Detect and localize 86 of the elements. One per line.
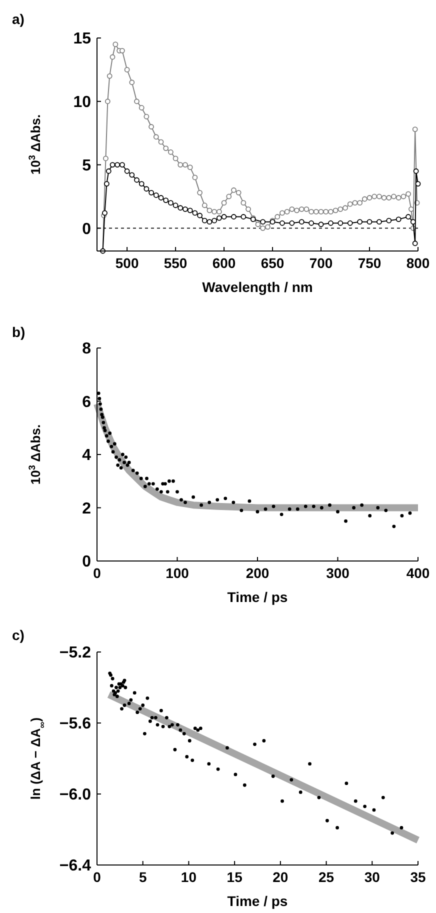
y-tick-label: 0 — [82, 220, 92, 238]
point — [197, 212, 203, 218]
point — [413, 168, 419, 174]
point — [168, 200, 174, 206]
point — [148, 190, 154, 196]
point — [289, 220, 295, 226]
x-tick-label: 300 — [326, 565, 350, 581]
x-axis-title: Time / ps — [227, 893, 288, 909]
point — [357, 219, 363, 225]
point — [163, 198, 169, 203]
point — [415, 181, 421, 187]
x-tick-label: 650 — [260, 255, 284, 271]
x-tick-label: 10 — [180, 869, 197, 885]
chart-title: c) — [12, 627, 24, 643]
x-tick-label: 30 — [364, 869, 380, 885]
x-tick-label: 200 — [246, 565, 270, 581]
point — [240, 214, 246, 220]
point — [206, 219, 212, 225]
point — [221, 214, 227, 220]
y-tick-label: −6.0 — [59, 786, 92, 804]
point — [182, 206, 188, 212]
x-tick-label: 0 — [93, 565, 102, 581]
point — [212, 218, 218, 224]
point — [129, 172, 135, 178]
point — [153, 192, 159, 198]
y-tick-label: 5 — [82, 157, 92, 174]
x-axis-title: Time / ps — [227, 589, 288, 605]
point — [110, 162, 116, 168]
y-tick-label: 10 — [73, 94, 92, 111]
point — [144, 186, 150, 192]
point — [178, 205, 184, 211]
y-tick-label: −5.2 — [59, 644, 92, 662]
x-tick-label: 750 — [358, 255, 382, 271]
y-tick-label: 8 — [82, 340, 92, 358]
point — [308, 220, 314, 226]
point — [202, 218, 208, 224]
chart-title: b) — [12, 324, 26, 340]
point — [366, 219, 372, 225]
point — [338, 220, 344, 226]
point — [328, 220, 334, 226]
point — [216, 215, 222, 221]
x-tick-label: 550 — [164, 255, 188, 271]
x-tick-label: 15 — [226, 869, 243, 885]
point — [280, 220, 285, 226]
point — [138, 181, 144, 187]
y-tick-label: −6.4 — [59, 858, 92, 875]
y-tick-label: 6 — [82, 394, 92, 411]
x-tick-label: 100 — [166, 565, 190, 581]
y-tick-label: 4 — [82, 447, 92, 464]
point — [298, 219, 304, 225]
point — [114, 162, 120, 168]
x-tick-label: 500 — [115, 255, 139, 271]
x-axis-title: Wavelength / nm — [202, 279, 313, 295]
point — [231, 214, 236, 220]
point — [396, 216, 402, 222]
point — [386, 218, 392, 224]
point — [187, 208, 193, 214]
point — [412, 240, 418, 246]
point — [410, 219, 416, 225]
x-tick-label: 0 — [93, 869, 102, 885]
point — [347, 220, 353, 226]
chart-title: a) — [12, 11, 24, 27]
point — [102, 210, 108, 216]
x-tick-label: 800 — [406, 255, 430, 271]
point — [124, 168, 130, 174]
x-tick-label: 700 — [309, 255, 333, 271]
point — [318, 222, 324, 228]
y-tick-label: 15 — [73, 30, 92, 48]
x-tick-label: 400 — [406, 565, 430, 581]
x-tick-label: 5 — [138, 869, 147, 885]
point — [158, 195, 164, 200]
point — [120, 162, 125, 168]
point — [106, 168, 112, 174]
x-tick-label: 600 — [212, 255, 236, 271]
point — [134, 177, 140, 183]
point — [260, 219, 266, 225]
y-tick-label: 2 — [82, 500, 92, 518]
point — [376, 219, 382, 225]
x-tick-label: 20 — [272, 869, 288, 885]
point — [172, 202, 178, 208]
point — [406, 214, 412, 220]
y-tick-label: −5.6 — [59, 716, 92, 733]
point — [192, 210, 198, 216]
point — [104, 181, 110, 187]
x-tick-label: 25 — [318, 869, 334, 885]
x-tick-label: 35 — [410, 869, 426, 885]
